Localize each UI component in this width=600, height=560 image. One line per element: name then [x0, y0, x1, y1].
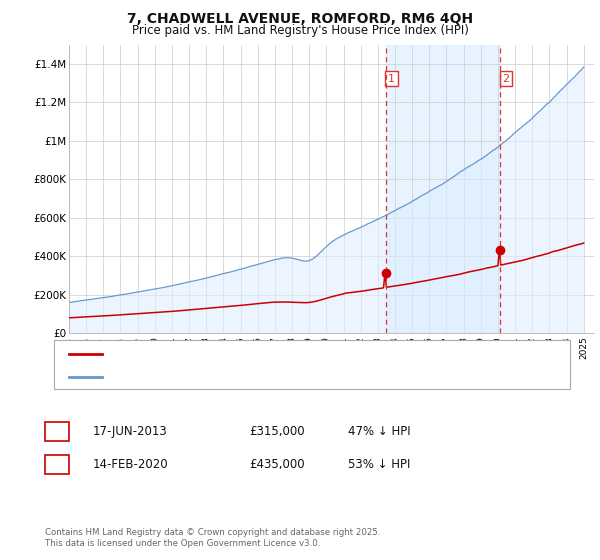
Text: Contains HM Land Registry data © Crown copyright and database right 2025.
This d: Contains HM Land Registry data © Crown c… — [45, 528, 380, 548]
Text: 1: 1 — [388, 73, 395, 83]
Text: £435,000: £435,000 — [249, 458, 305, 472]
Text: HPI: Average price, detached house, Redbridge: HPI: Average price, detached house, Redb… — [107, 372, 353, 382]
Text: 17-JUN-2013: 17-JUN-2013 — [93, 424, 168, 438]
Text: 14-FEB-2020: 14-FEB-2020 — [93, 458, 169, 472]
Text: 7, CHADWELL AVENUE, ROMFORD, RM6 4QH (detached house): 7, CHADWELL AVENUE, ROMFORD, RM6 4QH (de… — [107, 349, 434, 359]
Text: 7, CHADWELL AVENUE, ROMFORD, RM6 4QH: 7, CHADWELL AVENUE, ROMFORD, RM6 4QH — [127, 12, 473, 26]
Text: 53% ↓ HPI: 53% ↓ HPI — [348, 458, 410, 472]
Text: 2: 2 — [503, 73, 509, 83]
Text: Price paid vs. HM Land Registry's House Price Index (HPI): Price paid vs. HM Land Registry's House … — [131, 24, 469, 36]
Text: 47% ↓ HPI: 47% ↓ HPI — [348, 424, 410, 438]
Text: £315,000: £315,000 — [249, 424, 305, 438]
Bar — [386, 45, 500, 333]
Text: 2: 2 — [53, 458, 61, 472]
Text: 1: 1 — [53, 424, 61, 438]
